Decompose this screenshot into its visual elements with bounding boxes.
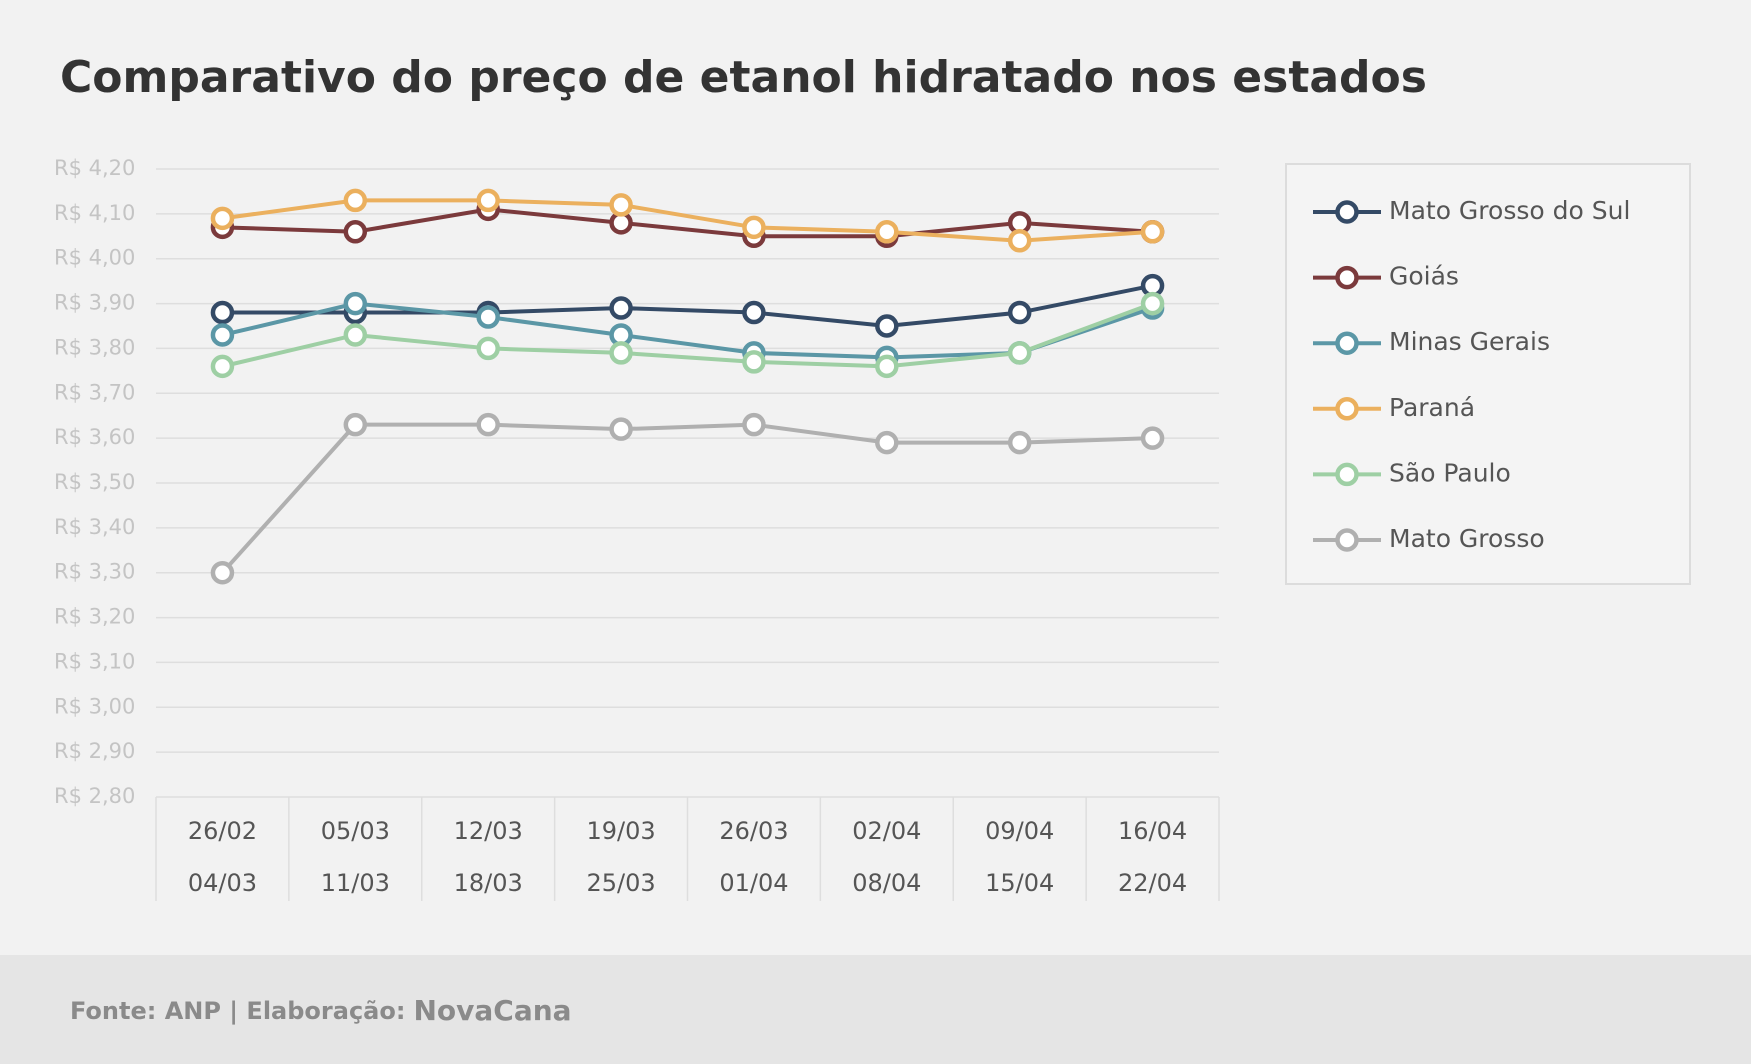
point — [210, 323, 235, 347]
legend-box — [1285, 163, 1691, 585]
point — [1007, 229, 1032, 253]
legend-label: São Paulo — [1389, 458, 1511, 487]
footer: Fonte: ANP | Elaboração: NovaCana — [70, 994, 572, 1027]
legend-marker — [1335, 200, 1359, 224]
point — [476, 305, 500, 329]
legend-marker — [1335, 462, 1359, 487]
point — [1007, 341, 1032, 365]
x-tick-label: 26/03 — [719, 817, 788, 845]
legend-marker — [1335, 397, 1359, 421]
y-tick-label: R$ 3,10 — [54, 649, 135, 673]
y-tick-label: R$ 2,90 — [54, 739, 135, 763]
x-tick-label: 09/04 — [985, 817, 1054, 845]
point — [210, 300, 235, 325]
footer-brand: NovaCana — [413, 994, 571, 1027]
point — [1007, 300, 1032, 325]
x-tick-label: 01/04 — [719, 869, 788, 897]
point — [476, 412, 500, 437]
y-tick-label: R$ 4,20 — [54, 156, 135, 180]
series-line — [222, 198, 1153, 243]
x-tick-label: 25/03 — [586, 869, 655, 897]
point — [1140, 291, 1165, 316]
point — [343, 323, 368, 347]
point — [609, 296, 633, 320]
point — [875, 314, 899, 338]
point — [476, 336, 500, 361]
x-tick-label: 02/04 — [852, 817, 921, 845]
y-tick-label: R$ 3,70 — [54, 380, 135, 404]
point — [609, 417, 633, 441]
legend-marker — [1335, 265, 1359, 290]
point — [343, 220, 368, 244]
point — [609, 193, 633, 217]
point — [742, 412, 766, 437]
y-tick-label: R$ 4,10 — [54, 201, 135, 225]
legend-label: Paraná — [1389, 393, 1475, 422]
series-line — [222, 207, 1153, 239]
point — [210, 560, 235, 585]
x-tick-label: 19/03 — [586, 817, 655, 845]
legend-label: Goiás — [1389, 262, 1459, 291]
chart-title: Comparativo do preço de etanol hidratado… — [60, 52, 1427, 103]
y-tick-label: R$ 3,50 — [54, 470, 135, 494]
point — [476, 188, 500, 213]
point — [875, 220, 899, 244]
x-tick-label: 18/03 — [454, 869, 523, 897]
series-line — [222, 283, 1153, 329]
point — [1140, 220, 1165, 244]
x-tick-label: 26/02 — [188, 817, 257, 845]
y-tick-label: R$ 3,00 — [54, 694, 135, 718]
point — [1007, 430, 1032, 455]
footer-band — [0, 955, 1751, 1064]
legend-label: Mato Grosso — [1389, 524, 1545, 553]
point — [210, 354, 235, 379]
y-tick-label: R$ 3,90 — [54, 291, 135, 315]
point — [875, 354, 899, 379]
x-tick-label: 05/03 — [321, 817, 390, 845]
point — [1140, 426, 1165, 450]
point — [343, 412, 368, 437]
legend-marker — [1335, 528, 1359, 552]
point — [343, 291, 368, 316]
point — [742, 300, 766, 325]
x-tick-label: 04/03 — [188, 869, 257, 897]
y-tick-label: R$ 3,40 — [54, 515, 135, 539]
x-tick-label: 16/04 — [1118, 817, 1187, 845]
x-tick-label: 11/03 — [321, 869, 390, 897]
y-tick-label: R$ 3,20 — [54, 605, 135, 629]
point — [875, 430, 899, 455]
point — [609, 341, 633, 365]
series-line — [221, 301, 1154, 369]
footer-source: Fonte: ANP | Elaboração: — [70, 997, 405, 1025]
x-tick-label: 22/04 — [1118, 869, 1187, 897]
legend-label: Minas Gerais — [1389, 327, 1550, 356]
y-tick-label: R$ 3,60 — [54, 425, 135, 449]
point — [343, 188, 368, 213]
x-tick-label: 15/04 — [985, 869, 1054, 897]
legend-label: Mato Grosso do Sul — [1389, 196, 1630, 225]
point — [742, 350, 766, 374]
y-tick-label: R$ 4,00 — [54, 246, 135, 270]
x-tick-label: 12/03 — [454, 817, 523, 845]
series-line — [220, 422, 1153, 575]
y-tick-label: R$ 3,30 — [54, 560, 135, 584]
y-tick-label: R$ 2,80 — [54, 784, 135, 808]
legend-marker — [1335, 331, 1359, 355]
y-tick-label: R$ 3,80 — [54, 335, 135, 359]
point — [210, 206, 235, 231]
x-tick-label: 08/04 — [852, 869, 921, 897]
point — [742, 215, 766, 240]
